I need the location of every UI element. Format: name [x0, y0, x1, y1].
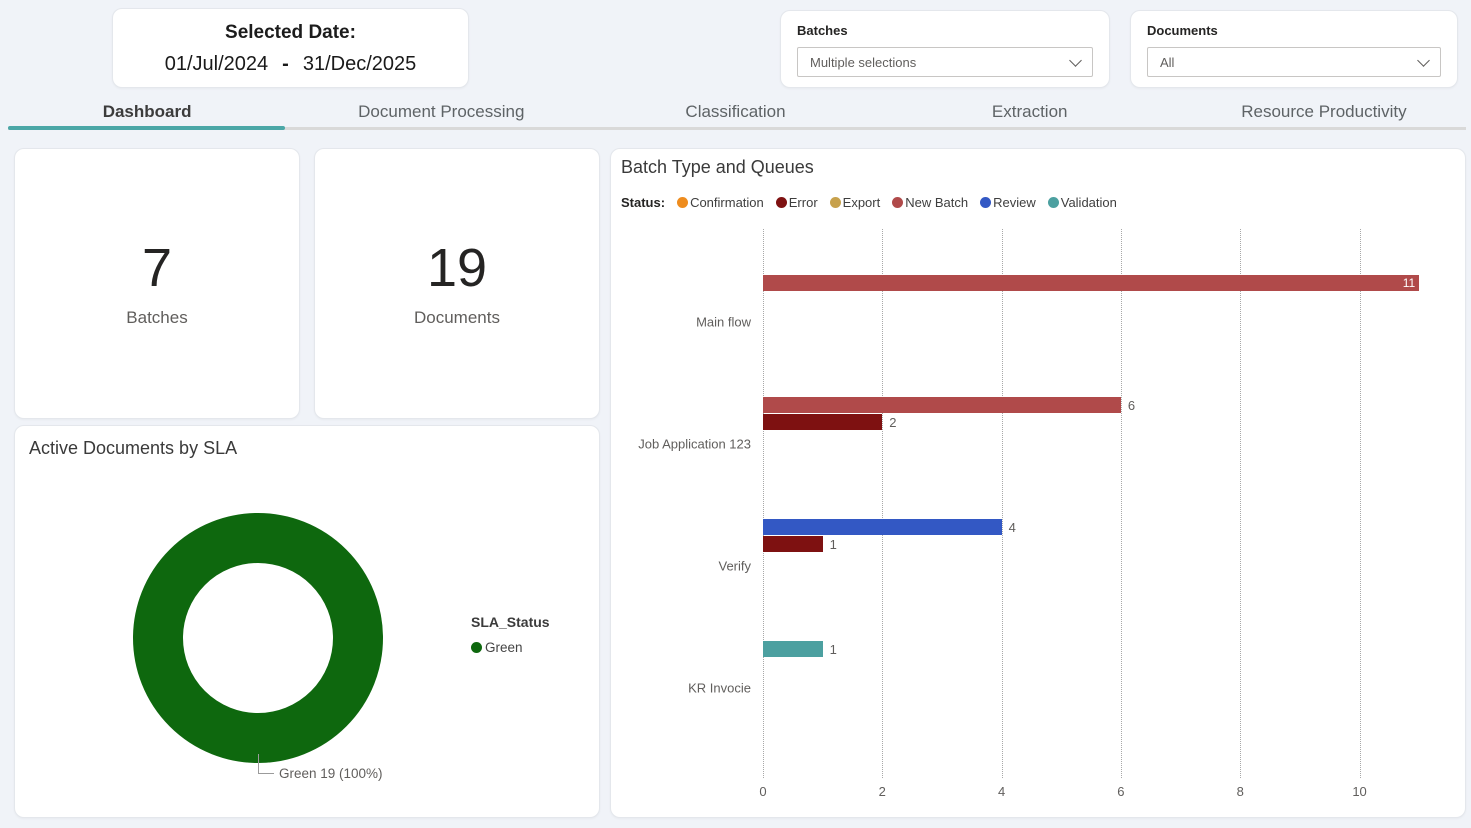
date-start: 01/Jul/2024: [164, 53, 269, 75]
page-tabs: Dashboard Document Processing Classifica…: [0, 96, 1471, 136]
tab-document-processing[interactable]: Document Processing: [358, 102, 525, 121]
legend-item-error[interactable]: Error: [775, 195, 818, 210]
bar-rows: Main flow 11 Job Application 123 6: [638, 261, 1455, 749]
active-tab-indicator: [8, 126, 285, 130]
gridline: [763, 229, 764, 778]
legend-label: Validation: [1060, 195, 1117, 210]
legend-item-confirmation[interactable]: Confirmation: [677, 195, 764, 210]
tab-dashboard[interactable]: Dashboard: [102, 102, 192, 121]
bar-chart-plot-area: Main flow 11 Job Application 123 6: [638, 229, 1455, 778]
bar-value-label: 2: [889, 414, 897, 430]
kpi-value-batches: 7: [141, 237, 173, 298]
legend-item-validation[interactable]: Validation: [1047, 195, 1117, 210]
x-axis-tick: 10: [1352, 784, 1367, 799]
chevron-down-icon: [1417, 53, 1430, 67]
bar-group-main-flow: Main flow 11: [696, 261, 1455, 383]
legend-label: New Batch: [905, 195, 969, 210]
tab-classification[interactable]: Classification: [685, 102, 786, 121]
x-axis-tick: 0: [759, 784, 767, 799]
kpi-label-documents: Documents: [414, 308, 500, 328]
bar-value-label: 1: [829, 641, 837, 657]
batch-chart-title: Batch Type and Queues: [621, 157, 814, 177]
x-axis-tick: 8: [1236, 784, 1244, 799]
batch-chart-card: Batch Type and Queues Status: Confirmati…: [610, 148, 1466, 818]
legend-item-new-batch[interactable]: New Batch: [892, 195, 968, 210]
gridline: [1001, 229, 1003, 778]
date-end: 31/Dec/2025: [302, 53, 417, 75]
donut-callout-label: Green 19 (100%): [279, 766, 383, 781]
selected-date-title: Selected Date:: [225, 22, 356, 43]
bar-job-application-error[interactable]: [763, 414, 883, 430]
status-legend: Status: Confirmation Error Export New Ba…: [621, 195, 1117, 210]
tab-resource-productivity[interactable]: Resource Productivity: [1241, 102, 1407, 121]
date-range-card: Selected Date: 01/Jul/2024-31/Dec/2025: [112, 8, 469, 88]
batches-dropdown-value: Multiple selections: [810, 54, 917, 70]
legend-item-export[interactable]: Export: [829, 195, 881, 210]
bar-value-label: 6: [1127, 397, 1136, 413]
bar-verify-error[interactable]: [763, 536, 823, 552]
legend-dot: [1047, 197, 1059, 208]
legend-dot: [471, 642, 482, 653]
legend-label: Review: [993, 195, 1036, 210]
tab-underline-track: [8, 127, 1466, 130]
kpi-card-documents: 19 Documents: [314, 148, 600, 419]
gridline: [1359, 229, 1361, 778]
chevron-down-icon: [1069, 53, 1082, 67]
tab-extraction[interactable]: Extraction: [991, 102, 1068, 121]
legend-dot: [775, 197, 787, 208]
sla-chart-title: Active Documents by SLA: [29, 438, 238, 458]
category-label: Verify: [718, 558, 751, 574]
date-separator: -: [282, 53, 289, 75]
documents-dropdown[interactable]: All: [1147, 47, 1441, 77]
x-axis-tick: 6: [1117, 784, 1125, 799]
gridline: [882, 229, 884, 778]
legend-item-review[interactable]: Review: [980, 195, 1036, 210]
gridline: [1240, 229, 1242, 778]
kpi-card-batches: 7 Batches: [14, 148, 300, 419]
legend-label: Export: [842, 195, 881, 210]
legend-dot: [892, 197, 904, 208]
category-label: KR Invocie: [688, 680, 751, 696]
sla-legend-item-label: Green: [485, 640, 523, 655]
kpi-label-batches: Batches: [126, 308, 188, 328]
bar-value-label: 11: [1402, 276, 1416, 290]
legend-dot: [829, 197, 841, 208]
batches-slicer: Batches Multiple selections: [780, 10, 1110, 88]
status-legend-title: Status:: [621, 195, 666, 210]
sla-chart-card: Active Documents by SLA SLA_Status Green…: [14, 425, 600, 818]
batches-slicer-label: Batches: [797, 23, 848, 38]
bar-group-job-application-123: Job Application 123 6 2: [638, 383, 1455, 505]
legend-label: Error: [788, 195, 818, 210]
bar-value-label: 1: [829, 536, 837, 552]
kpi-value-documents: 19: [426, 237, 488, 298]
legend-label: Confirmation: [690, 195, 764, 210]
sla-legend: SLA_Status Green: [471, 614, 550, 655]
legend-dot: [677, 197, 689, 208]
documents-dropdown-value: All: [1160, 54, 1175, 70]
bar-kr-invocie-validation[interactable]: [763, 641, 823, 657]
donut-chart[interactable]: [133, 513, 383, 763]
date-range-value: 01/Jul/2024-31/Dec/2025: [113, 53, 468, 76]
documents-slicer: Documents All: [1130, 10, 1458, 88]
gridline: [1120, 229, 1122, 778]
bar-group-verify: Verify 4 1: [718, 505, 1455, 627]
documents-slicer-label: Documents: [1147, 23, 1218, 38]
legend-dot: [980, 197, 992, 208]
category-label: Main flow: [696, 314, 751, 330]
x-axis-tick: 4: [997, 784, 1006, 799]
x-axis: 0 2 4 6 8 10: [759, 784, 1455, 804]
bar-group-kr-invocie: KR Invocie 1: [688, 627, 1455, 749]
bar-job-application-new-batch[interactable]: [763, 397, 1121, 413]
category-label: Job Application 123: [638, 436, 751, 452]
bar-main-flow-new-batch[interactable]: 11: [763, 275, 1420, 291]
bar-value-label: 4: [1008, 519, 1016, 535]
sla-legend-item-green[interactable]: Green: [471, 640, 550, 655]
donut-callout-line: [258, 754, 274, 774]
bar-verify-review[interactable]: [763, 519, 1002, 535]
sla-legend-title: SLA_Status: [471, 614, 550, 630]
x-axis-tick: 2: [878, 784, 886, 799]
batches-dropdown[interactable]: Multiple selections: [797, 47, 1093, 77]
